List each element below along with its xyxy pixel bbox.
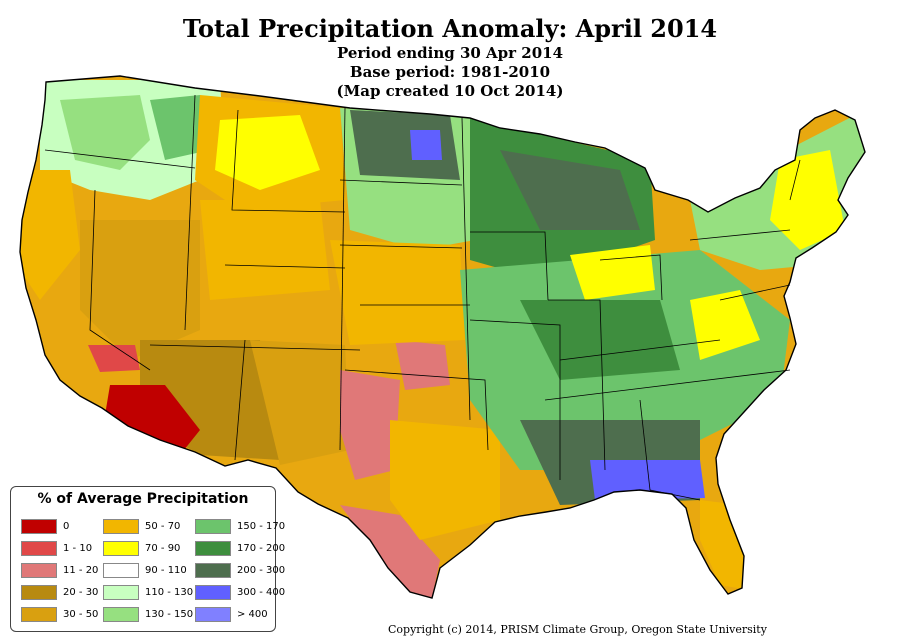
state-boundary: [639, 399, 651, 491]
anomaly-region-west-texas: [340, 370, 400, 480]
state-boundary: [234, 339, 246, 461]
legend-swatch: [103, 563, 139, 578]
anomaly-region-new-england-dry: [770, 150, 845, 250]
map-subtitle-base: Base period: 1981-2010: [349, 63, 551, 81]
anomaly-region-montana-near: [215, 115, 320, 190]
state-boundary: [649, 489, 701, 501]
anomaly-region-west-coast-dry: [20, 170, 80, 300]
state-boundary: [599, 254, 663, 301]
legend-label: 50 - 70: [145, 521, 181, 532]
anomaly-region-south-texas: [340, 505, 440, 598]
state-boundary: [559, 339, 721, 361]
anomaly-region-north-dakota-very-wet: [350, 110, 460, 180]
legend-label: 110 - 130: [145, 587, 194, 598]
legend-label: 0: [63, 521, 70, 532]
legend-label: 1 - 10: [63, 543, 93, 554]
legend-swatch: [195, 563, 231, 578]
anomaly-region-central-plains: [330, 240, 465, 345]
legend-swatch: [195, 541, 231, 556]
legend-swatch: [195, 519, 231, 534]
legend-title: % of Average Precipitation: [37, 491, 249, 507]
anomaly-region-oklahoma-dry: [395, 340, 450, 390]
state-boundary: [224, 264, 346, 269]
legend-label: 11 - 20: [63, 565, 99, 576]
anomaly-region-washington-wet: [60, 95, 150, 170]
map-subtitle-period: Period ending 30 Apr 2014: [336, 44, 564, 62]
state-boundary: [469, 319, 561, 480]
legend-label: 150 - 170: [237, 521, 286, 532]
state-boundary: [89, 189, 151, 371]
legend-swatch: [195, 607, 231, 622]
legend-swatch: [195, 585, 231, 600]
anomaly-region-new-mexico: [250, 340, 350, 465]
legend-swatch: [103, 607, 139, 622]
legend-label: 300 - 400: [237, 587, 286, 598]
legend-swatch: [21, 541, 57, 556]
legend-swatch: [21, 607, 57, 622]
legend-swatch: [21, 563, 57, 578]
legend-label: > 400: [237, 609, 268, 620]
state-boundary: [339, 179, 463, 186]
legend-swatch: [103, 541, 139, 556]
state-boundaries: [44, 94, 801, 501]
state-boundary: [149, 344, 361, 351]
legend-swatch: [103, 519, 139, 534]
anomaly-region-gulf-coast-extreme: [590, 460, 705, 500]
legend-label: 30 - 50: [63, 609, 99, 620]
state-boundary: [689, 229, 791, 241]
anomaly-region-idaho-wet: [150, 95, 210, 160]
anomaly-region-virginia-dry: [690, 290, 760, 360]
anomaly-region-great-basin: [80, 220, 200, 360]
state-boundary: [339, 107, 346, 451]
anomaly-region-central-texas: [390, 420, 500, 540]
state-boundary: [789, 159, 801, 201]
state-boundary: [548, 299, 606, 471]
state-boundary: [339, 244, 463, 249]
anomaly-region-utah-colorado: [200, 200, 330, 300]
legend: % of Average Precipitation 0 1 - 10 11 - 2…: [10, 486, 285, 632]
state-boundary: [184, 94, 196, 331]
state-boundary: [544, 369, 791, 401]
copyright-notice: Copyright (c) 2014, PRISM Climate Group,…: [388, 623, 767, 636]
state-boundary: [344, 369, 489, 451]
state-boundary: [461, 117, 471, 421]
legend-swatch: [103, 585, 139, 600]
anomaly-region-socal-very-dry: [88, 345, 140, 372]
state-boundary: [231, 109, 346, 213]
legend-swatch: [21, 519, 57, 534]
map-subtitle-created: (Map created 10 Oct 2014): [336, 82, 564, 100]
legend-label: 200 - 300: [237, 565, 286, 576]
legend-label: 90 - 110: [145, 565, 187, 576]
anomaly-region-north-dakota-extreme: [410, 130, 442, 160]
anomaly-region-great-lakes-very-wet: [500, 150, 640, 230]
state-boundary: [719, 284, 791, 301]
map-title: Total Precipitation Anomaly: April 2014: [182, 14, 718, 43]
anomaly-region-ohio-dry: [570, 245, 655, 300]
state-boundary: [44, 149, 196, 169]
legend-label: 170 - 200: [237, 543, 286, 554]
legend-label: 130 - 150: [145, 609, 194, 620]
legend-label: 70 - 90: [145, 543, 181, 554]
legend-label: 20 - 30: [63, 587, 99, 598]
anomaly-fill-layer: [20, 80, 865, 598]
legend-swatch: [21, 585, 57, 600]
anomaly-region-florida: [700, 500, 748, 590]
state-boundary: [470, 231, 549, 301]
